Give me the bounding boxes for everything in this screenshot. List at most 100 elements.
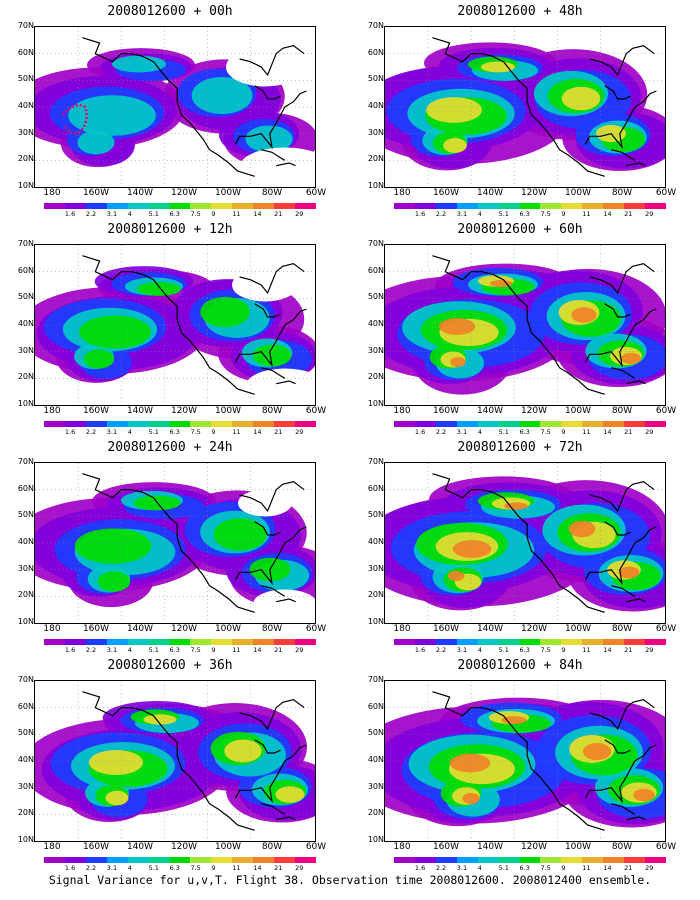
colorbar	[394, 639, 666, 645]
colorbar-labels: 1.6 2.2 3.1 4 5.1 6.3 7.5 9 11 14 21 29	[394, 646, 666, 655]
lat-tick-label: 70N	[17, 239, 34, 248]
colorbar-label: 2.2	[435, 210, 447, 218]
colorbar-swatch	[295, 203, 316, 209]
lat-tick-label: 60N	[17, 701, 34, 711]
colorbar-swatch	[190, 857, 212, 863]
colorbar-label: 3.1	[106, 210, 118, 218]
colorbar-label: 11	[232, 864, 241, 872]
colorbar-label: 4	[127, 864, 132, 872]
lat-tick-label: 70N	[367, 239, 384, 248]
colorbar-label: 2.2	[435, 864, 447, 872]
colorbar-swatch	[85, 421, 107, 427]
lat-tick-label: 60N	[17, 47, 34, 57]
colorbar-swatch	[106, 857, 128, 863]
colorbar-label: 3.1	[456, 428, 468, 436]
colorbar-swatch	[435, 203, 457, 209]
lat-tick-label: 50N	[367, 74, 384, 84]
lat-tick-label: 20N	[367, 808, 384, 818]
colorbar-swatch	[106, 203, 128, 209]
lat-tick-label: 50N	[367, 510, 384, 520]
map-panel: 2008012600 + 12h 70N 60N 50N 40N 30N 20N 10N 180…	[0, 218, 340, 436]
colorbar-label: 2.2	[435, 428, 447, 436]
variance-map	[34, 462, 316, 624]
colorbar-label: 21	[274, 428, 283, 436]
lon-tick-label: 80W	[261, 406, 283, 416]
colorbar-swatch	[456, 639, 478, 645]
colorbar-label: 4	[477, 210, 482, 218]
colorbar-swatch	[253, 639, 275, 645]
colorbar-label: 21	[274, 864, 283, 872]
colorbar-swatch	[148, 857, 170, 863]
colorbar-label: 14	[253, 210, 262, 218]
lat-tick-label: 30N	[367, 127, 384, 137]
colorbar-label: 1.6	[414, 646, 426, 654]
lon-tick-label: 160W	[82, 624, 110, 634]
lat-tick-label: 30N	[17, 563, 34, 573]
colorbar-label: 29	[295, 210, 304, 218]
colorbar-label: 2.2	[85, 646, 97, 654]
colorbar-label: 9	[211, 864, 216, 872]
colorbar-label: 14	[603, 210, 612, 218]
colorbar-swatch	[414, 421, 436, 427]
colorbar-swatch	[85, 639, 107, 645]
colorbar-swatch	[603, 857, 625, 863]
lat-tick-label: 10N	[17, 835, 34, 844]
lon-tick-label: 120W	[170, 842, 198, 852]
colorbar-labels: 1.6 2.2 3.1 4 5.1 6.3 7.5 9 11 14 21 29	[44, 864, 316, 873]
colorbar-swatch	[169, 421, 191, 427]
panel-title: 2008012600 + 84h	[457, 658, 583, 673]
lat-tick-label: 60N	[17, 265, 34, 275]
colorbar-label: 6.3	[519, 210, 530, 218]
lat-tick-label: 20N	[17, 372, 34, 382]
colorbar-label: 6.3	[519, 864, 530, 872]
colorbar-label: 14	[253, 864, 262, 872]
lon-tick-label: 140W	[476, 842, 504, 852]
colorbar-labels: 1.6 2.2 3.1 4 5.1 6.3 7.5 9 11 14 21 29	[394, 210, 666, 219]
lat-tick-label: 50N	[17, 292, 34, 302]
lat-tick-label: 70N	[367, 21, 384, 30]
map-panel: 2008012600 + 72h 70N 60N 50N 40N 30N 20N 10N 180…	[350, 436, 690, 654]
lon-tick-label: 140W	[126, 188, 154, 198]
colorbar-swatch	[498, 421, 520, 427]
colorbar	[394, 203, 666, 209]
lon-tick-label: 80W	[611, 624, 633, 634]
colorbar-swatch	[295, 421, 316, 427]
colorbar-label: 4	[477, 864, 482, 872]
colorbar-label: 7.5	[190, 428, 201, 436]
colorbar-swatch	[253, 421, 275, 427]
lon-tick-label: 120W	[170, 188, 198, 198]
colorbar-swatch	[561, 639, 583, 645]
lon-tick-label: 60W	[305, 624, 327, 634]
colorbar-swatch	[519, 203, 541, 209]
colorbar-swatch	[414, 203, 436, 209]
colorbar-swatch	[211, 857, 233, 863]
lon-tick-label: 120W	[170, 624, 198, 634]
colorbar-label: 9	[561, 864, 566, 872]
colorbar-label: 29	[645, 210, 654, 218]
colorbar-label: 29	[645, 646, 654, 654]
colorbar-swatch	[519, 421, 541, 427]
colorbar-label: 9	[211, 646, 216, 654]
colorbar-label: 2.2	[85, 864, 97, 872]
colorbar-swatch	[498, 639, 520, 645]
colorbar-label: 1.6	[64, 646, 76, 654]
panel-title: 2008012600 + 72h	[457, 440, 583, 455]
colorbar-label: 29	[295, 428, 304, 436]
lon-tick-label: 180	[393, 406, 411, 416]
colorbar-label: 5.1	[498, 864, 509, 872]
colorbar-label: 21	[624, 864, 633, 872]
colorbar-label: 14	[253, 428, 262, 436]
variance-map	[34, 680, 316, 842]
lon-tick-label: 100W	[564, 842, 592, 852]
lon-tick-label: 140W	[126, 842, 154, 852]
colorbar-swatch	[127, 421, 149, 427]
lat-tick-label: 20N	[367, 154, 384, 164]
lat-tick-label: 30N	[17, 781, 34, 791]
lon-tick-label: 160W	[432, 624, 460, 634]
colorbar-swatch	[232, 421, 254, 427]
lat-tick-label: 20N	[367, 372, 384, 382]
panel-title: 2008012600 + 48h	[457, 4, 583, 19]
colorbar-label: 5.1	[498, 646, 509, 654]
colorbar-swatch	[169, 639, 191, 645]
colorbar-label: 7.5	[190, 864, 201, 872]
